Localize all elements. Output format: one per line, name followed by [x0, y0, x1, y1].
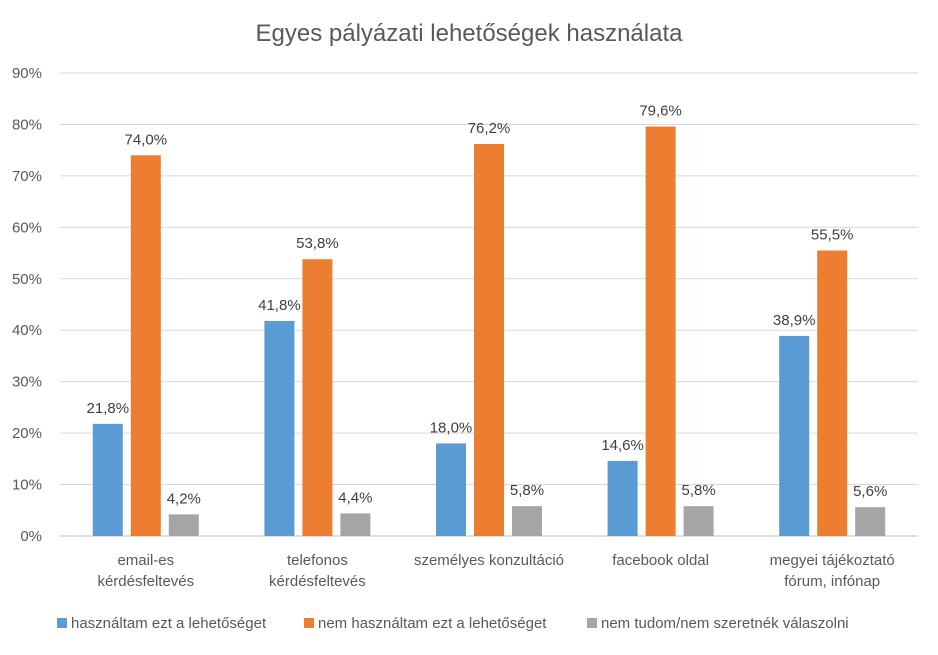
bar-not-used	[302, 259, 333, 536]
y-tick-label: 90%	[12, 65, 42, 82]
y-tick-label: 80%	[12, 116, 42, 133]
x-category-label: kérdésfeltevés	[269, 573, 366, 590]
y-tick-label: 30%	[12, 374, 42, 391]
legend-swatch	[304, 618, 314, 628]
data-label: 18,0%	[430, 419, 473, 436]
y-tick-label: 50%	[12, 271, 42, 288]
bar-used	[607, 460, 638, 536]
bar-not-used	[130, 155, 161, 537]
data-label: 74,0%	[125, 131, 168, 148]
legend-label: nem használtam ezt a lehetőséget	[318, 615, 547, 632]
bar-no-answer	[512, 506, 542, 536]
bar-used	[92, 423, 123, 536]
bar-used	[779, 335, 810, 536]
legend: használtam ezt a lehetőséget nem használt…	[57, 615, 849, 632]
bar-no-answer	[683, 506, 714, 536]
y-tick-label: 70%	[12, 168, 42, 185]
bar-not-used	[817, 250, 848, 536]
x-category-label: személyes konzultáció	[414, 552, 564, 569]
legend-item: nem tudom/nem szeretnék válaszolni	[587, 615, 849, 632]
data-label: 4,2%	[167, 490, 201, 507]
bars	[92, 126, 886, 537]
x-category-label: telefonos	[287, 552, 348, 569]
x-category-label: facebook oldal	[612, 552, 709, 569]
legend-swatch	[587, 618, 597, 628]
y-axis-ticks: 0% 10% 20% 30% 40% 50% 60% 70% 80% 90%	[12, 65, 42, 545]
legend-label: használtam ezt a lehetőséget	[71, 615, 267, 632]
y-tick-label: 40%	[12, 322, 42, 339]
data-label: 4,4%	[338, 489, 372, 506]
legend-swatch	[57, 618, 67, 628]
data-label: 14,6%	[601, 437, 644, 454]
x-category-label: fórum, infónap	[784, 573, 880, 590]
chart-title: Egyes pályázati lehetőségek használata	[256, 20, 684, 47]
y-tick-label: 60%	[12, 219, 42, 236]
data-label: 5,8%	[510, 482, 544, 499]
x-axis-categories: email-es kérdésfeltevés telefonos kérdésfel…	[97, 552, 894, 590]
bar-used	[264, 320, 295, 536]
data-label: 76,2%	[468, 120, 511, 137]
y-tick-label: 10%	[12, 477, 42, 494]
data-label: 5,6%	[853, 483, 887, 500]
data-label: 55,5%	[811, 226, 854, 243]
bar-used	[436, 443, 466, 536]
data-label: 21,8%	[87, 400, 130, 417]
bar-not-used	[474, 143, 504, 536]
legend-label: nem tudom/nem szeretnék válaszolni	[601, 615, 849, 632]
data-label: 41,8%	[258, 297, 301, 314]
bar-not-used	[645, 126, 676, 536]
x-category-label: megyei tájékoztató	[770, 552, 895, 569]
legend-item: használtam ezt a lehetőséget	[57, 615, 267, 632]
data-label: 5,8%	[681, 482, 715, 499]
x-category-label: email-es	[117, 552, 174, 569]
data-label: 38,9%	[773, 312, 816, 329]
y-tick-label: 0%	[20, 528, 42, 545]
bar-no-answer	[855, 507, 886, 536]
bar-no-answer	[168, 514, 199, 536]
legend-item: nem használtam ezt a lehetőséget	[304, 615, 547, 632]
data-label: 79,6%	[639, 103, 682, 120]
y-tick-label: 20%	[12, 425, 42, 442]
data-label: 53,8%	[296, 235, 339, 252]
x-category-label: kérdésfeltevés	[97, 573, 194, 590]
bar-no-answer	[340, 513, 371, 536]
data-labels: 21,8% 74,0% 4,2% 41,8% 53,8% 4,4% 18,0% 76,2% 5,…	[87, 103, 888, 508]
